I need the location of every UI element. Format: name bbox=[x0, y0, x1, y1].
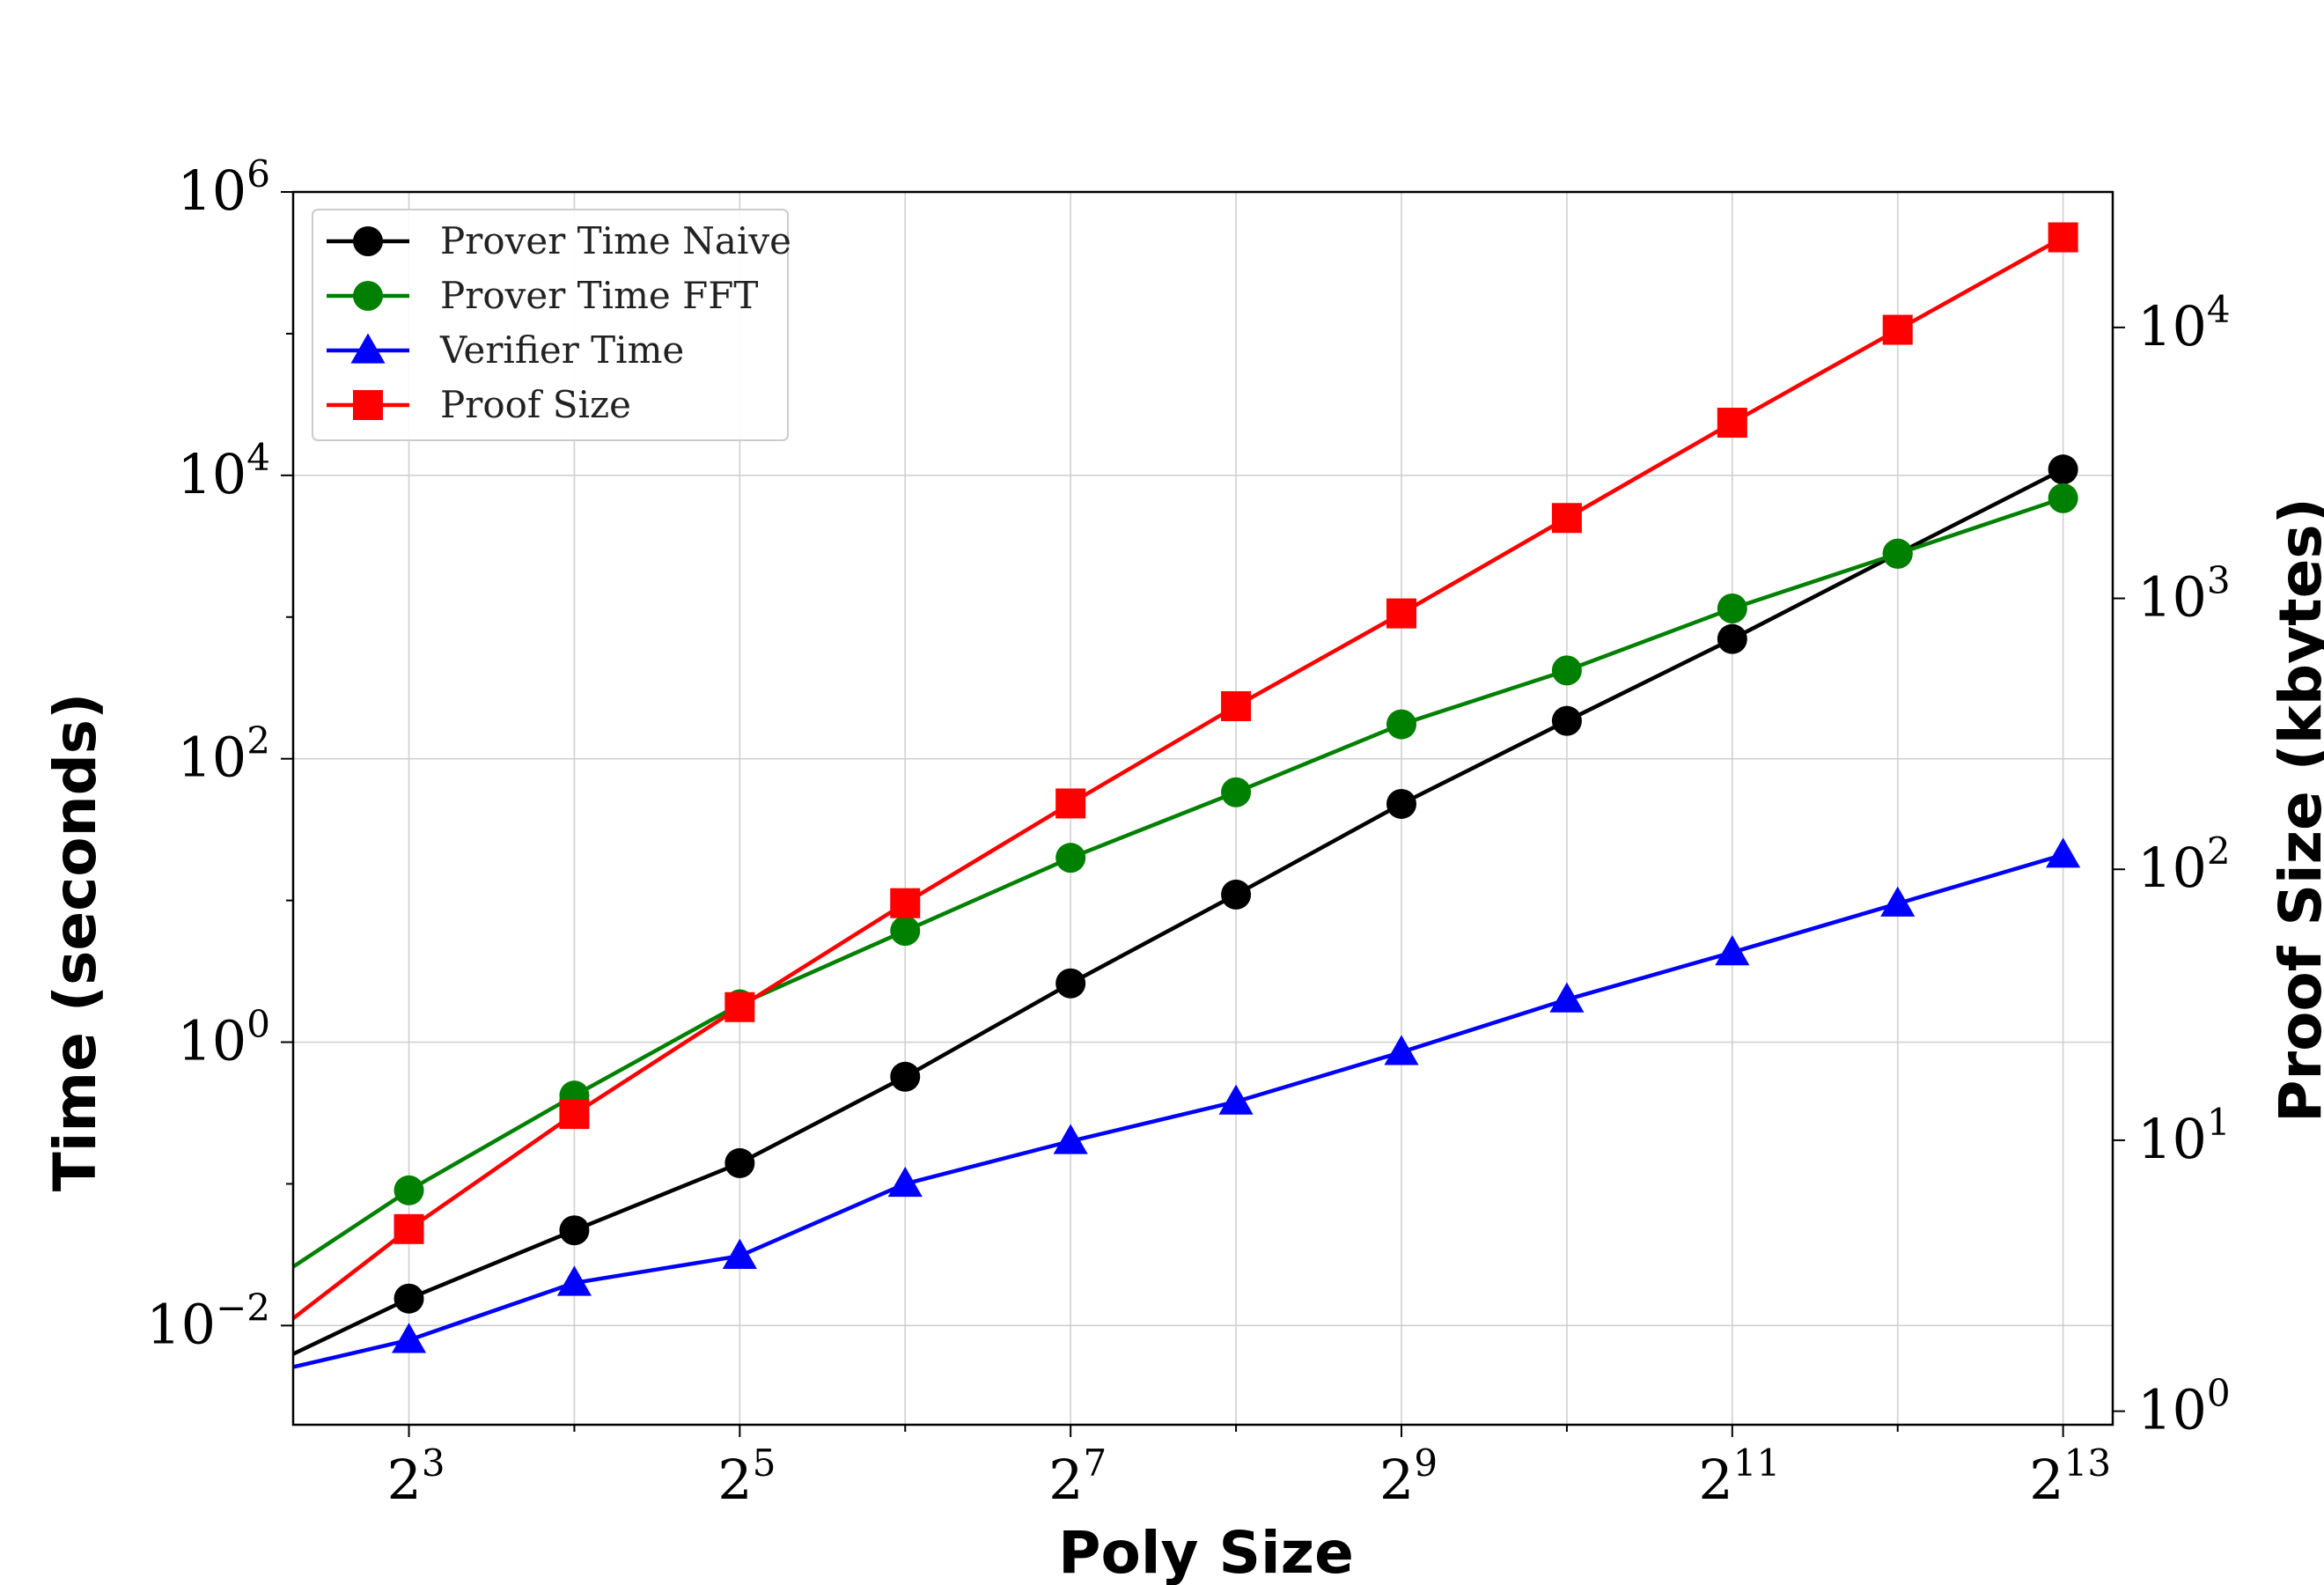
data-point bbox=[1055, 968, 1086, 999]
series-prover-time-naive bbox=[292, 454, 2078, 1356]
y-axis-title: Time (seconds) bbox=[41, 693, 109, 1192]
y2-tick-label: 102 bbox=[2137, 829, 2231, 900]
legend-item: Prover Time Naive bbox=[327, 219, 791, 262]
series-line bbox=[291, 235, 2064, 1321]
data-point bbox=[2048, 454, 2078, 485]
series-line bbox=[291, 496, 2064, 1269]
y-tick-label: 10−2 bbox=[146, 1286, 270, 1356]
data-point bbox=[391, 1323, 427, 1353]
plot-frame bbox=[291, 190, 2114, 1426]
data-point bbox=[890, 1061, 921, 1092]
data-point bbox=[1386, 788, 1416, 819]
data-point bbox=[2046, 837, 2081, 868]
data-point bbox=[1882, 538, 1913, 569]
data-point bbox=[1218, 1084, 1254, 1115]
x-tick-label: 27 bbox=[1048, 1441, 1107, 1512]
data-point bbox=[1717, 623, 1747, 654]
x-tick-label: 23 bbox=[386, 1441, 445, 1512]
data-point bbox=[353, 226, 383, 256]
legend-label: Prover Time FFT bbox=[440, 274, 758, 317]
data-point bbox=[1055, 788, 1086, 819]
data-point bbox=[722, 1238, 757, 1269]
data-point bbox=[1386, 598, 1416, 629]
y-tick-label: 102 bbox=[177, 719, 270, 790]
data-point bbox=[1717, 408, 1747, 439]
series-layer bbox=[291, 222, 2081, 1369]
data-point bbox=[350, 333, 386, 364]
data-point bbox=[1551, 503, 1582, 534]
y2-tick-label: 103 bbox=[2137, 559, 2231, 630]
data-point bbox=[1717, 593, 1747, 623]
data-point bbox=[393, 1175, 424, 1205]
legend-item: Verifier Time bbox=[327, 328, 684, 372]
data-point bbox=[724, 1147, 755, 1178]
data-point bbox=[724, 992, 755, 1022]
legend-label: Prover Time Naive bbox=[440, 219, 791, 262]
data-point bbox=[1055, 843, 1086, 874]
y2-tick-label: 101 bbox=[2137, 1101, 2231, 1171]
tick-layer: 23 25 27 29 211 213 106 104 102 100 10−2 104 103 102 1… bbox=[146, 152, 2230, 1512]
x-tick-label: 25 bbox=[717, 1441, 776, 1512]
data-point bbox=[353, 390, 383, 420]
y2-axis-title: Proof Size (kbytes) bbox=[2267, 498, 2324, 1123]
legend-item: Prover Time FFT bbox=[327, 274, 758, 317]
data-point bbox=[1221, 777, 1252, 807]
data-point bbox=[353, 281, 383, 311]
series-line bbox=[292, 852, 2064, 1369]
y-tick-label: 104 bbox=[177, 436, 270, 506]
data-point bbox=[559, 1099, 590, 1130]
x-tick-label: 213 bbox=[2029, 1441, 2111, 1512]
data-point bbox=[1549, 982, 1585, 1013]
data-point bbox=[1221, 690, 1252, 721]
series-verifier-time bbox=[292, 837, 2081, 1369]
data-point bbox=[890, 916, 921, 947]
y-tick-label: 106 bbox=[177, 152, 270, 223]
data-point bbox=[1551, 705, 1582, 736]
data-point bbox=[2048, 483, 2078, 513]
y2-tick-label: 100 bbox=[2137, 1372, 2231, 1442]
legend-label: Proof Size bbox=[440, 383, 631, 426]
data-point bbox=[2048, 222, 2078, 253]
x-tick-label: 211 bbox=[1698, 1441, 1780, 1512]
data-point bbox=[1053, 1124, 1088, 1154]
data-point bbox=[556, 1265, 592, 1296]
data-point bbox=[1880, 886, 1916, 917]
data-point bbox=[887, 1166, 923, 1198]
series-line bbox=[292, 468, 2064, 1356]
series-proof-size bbox=[291, 222, 2078, 1321]
data-point bbox=[1221, 879, 1252, 910]
legend-box bbox=[312, 209, 789, 441]
data-point bbox=[393, 1283, 424, 1314]
y2-tick-label: 104 bbox=[2137, 288, 2231, 358]
data-point bbox=[393, 1213, 424, 1244]
x-tick-label: 29 bbox=[1379, 1441, 1438, 1512]
data-point bbox=[1715, 935, 1750, 966]
legend-label: Verifier Time bbox=[439, 328, 684, 372]
data-point bbox=[890, 888, 921, 918]
legend-item: Proof Size bbox=[327, 383, 631, 426]
data-point bbox=[559, 1215, 590, 1246]
legend: Prover Time Naive Prover Time FFT Verifier… bbox=[312, 209, 791, 441]
x-axis-title: Poly Size bbox=[1058, 1519, 1354, 1585]
data-point bbox=[1386, 709, 1416, 740]
data-point bbox=[1882, 314, 1913, 345]
data-point bbox=[1384, 1035, 1419, 1065]
y-tick-label: 100 bbox=[177, 1003, 270, 1073]
data-point bbox=[1551, 655, 1582, 686]
